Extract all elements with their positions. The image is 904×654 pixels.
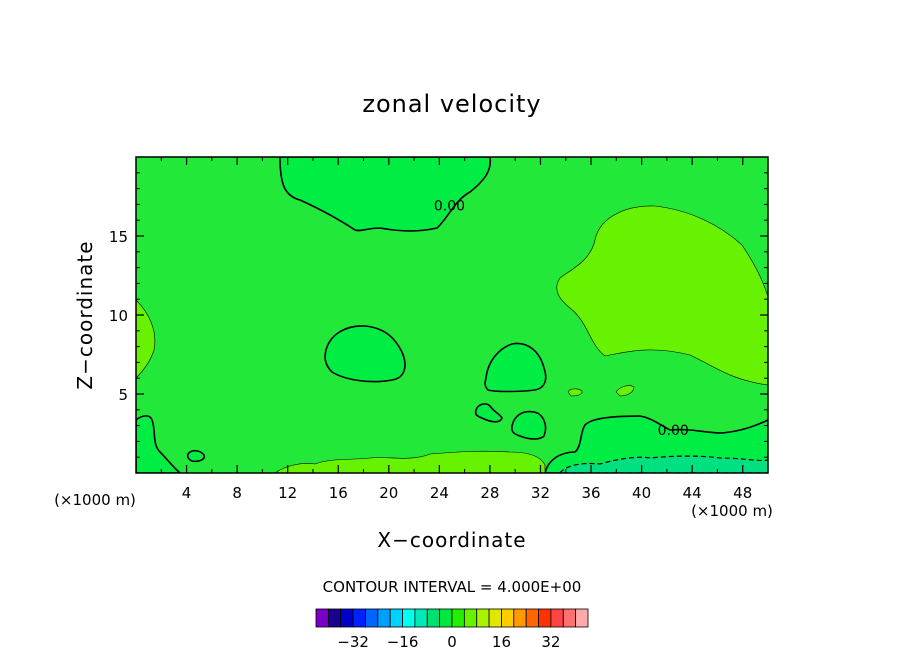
x-axis-label: X−coordinate [377,528,526,552]
colorbar-swatch [315,608,329,628]
colorbar-swatch [365,608,379,628]
colorbar-swatch [377,608,391,628]
contour-interval: CONTOUR INTERVAL = 4.000E+00 [323,578,582,596]
colorbar-swatch [476,608,490,628]
contour-labels: 0.00 0.00 [434,199,689,439]
y-tick-label: 10 [109,307,128,325]
colorbar-swatch [575,608,589,628]
region-light-small-1 [567,388,583,397]
region-teal-bottom-right [559,455,768,473]
x-tick-label: 4 [182,484,192,502]
region-dark-small-2 [511,410,547,440]
colorbar-tick-label: −32 [337,633,369,651]
colorbar-swatch [501,608,515,628]
x-tick-label: 28 [480,484,499,502]
region-light-small-2 [615,385,635,397]
region-dark-blob-2 [484,342,547,393]
colorbar-tick-labels: −32 −16 0 16 32 [337,633,560,651]
colorbar-swatch [352,608,366,628]
colorbar-swatch [414,608,428,628]
colorbar-tick-label: 16 [492,633,511,651]
colorbar-swatch [389,608,403,628]
colorbar-swatch [402,608,416,628]
x-axis-ticks: 4 8 12 16 20 24 28 32 36 40 44 48 [160,157,752,502]
x-tick-label: 16 [329,484,348,502]
colorbar-swatch [538,608,552,628]
x-tick-label: 48 [733,484,752,502]
colorbar-swatch [550,608,564,628]
colorbar-swatch [488,608,502,628]
colorbar-swatch [327,608,342,628]
x-tick-label: 12 [278,484,297,502]
region-dark-small-3 [186,449,206,463]
x-tick-label: 24 [430,484,449,502]
y-axis-ticks: 5 10 15 [109,172,768,458]
region-dark-bottom-left [136,415,182,473]
colorbar-swatch [525,608,539,628]
x-tick-label: 40 [632,484,651,502]
colorbar-swatch [562,608,577,628]
region-light-right [556,205,768,386]
region-light-bottom [274,450,546,473]
region-dark-top [279,157,492,232]
y-axis-label: Z−coordinate [73,240,97,389]
colorbar-swatch [451,608,465,628]
contour-label: 0.00 [434,199,465,215]
colorbar-tick-label: 32 [541,633,560,651]
region-dark-small-1 [474,403,503,423]
chart-title: zonal velocity [362,90,541,118]
x-tick-label: 32 [531,484,550,502]
plot-area [136,157,768,473]
y-tick-label: 5 [118,386,128,404]
x-unit-left: (×1000 m) [54,491,136,509]
colorbar-swatch [340,608,354,628]
region-dark-blob-1 [324,325,406,383]
x-tick-label: 44 [683,484,702,502]
contour-label: 0.00 [658,423,689,439]
x-tick-label: 36 [581,484,600,502]
colorbar [315,608,589,628]
x-unit-right: (×1000 m) [691,502,773,520]
region-light-left [136,299,156,379]
colorbar-swatch [513,608,527,628]
colorbar-swatch [439,608,453,628]
colorbar-tick-label: −16 [387,633,419,651]
y-tick-label: 15 [109,228,128,246]
colorbar-swatch [463,608,478,628]
colorbar-swatch [426,608,441,628]
x-tick-label: 8 [232,484,242,502]
x-tick-label: 20 [379,484,398,502]
colorbar-tick-label: 0 [447,633,457,651]
